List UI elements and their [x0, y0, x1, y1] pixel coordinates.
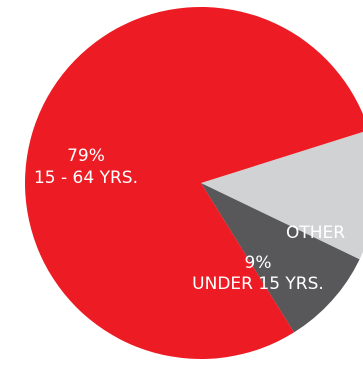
slice-15-64 — [25, 7, 363, 360]
slice-label-under-15-text: UNDER 15 YRS. — [192, 274, 324, 294]
slice-label-15-64-value: 79% — [67, 146, 105, 166]
slice-under-15 — [201, 183, 360, 333]
slice-label-under-15-value: 9% — [245, 253, 272, 273]
slice-label-other-text: OTHER — [286, 223, 345, 243]
pie-slices — [25, 7, 363, 360]
slice-label-15-64-text: 15 - 64 YRS. — [34, 168, 138, 188]
slice-other — [201, 131, 363, 260]
